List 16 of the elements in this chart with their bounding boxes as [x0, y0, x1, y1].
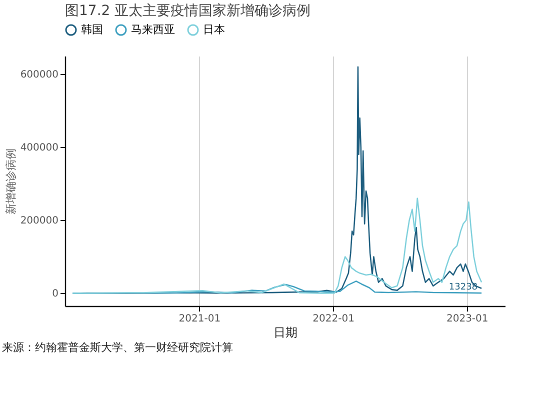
x-tick-label: 2021-01	[178, 314, 221, 324]
chart-title: 图17.2 亚太主要疫情国家新增确诊病例	[65, 3, 311, 19]
y-axis-title: 新增确诊病例	[4, 148, 18, 214]
annotation: 13238	[448, 282, 478, 292]
legend-label: 马来西亚	[131, 23, 175, 36]
x-axis-title: 日期	[274, 326, 298, 340]
y-tick-label: 600000	[20, 70, 58, 81]
y-tick-label: 200000	[20, 216, 58, 227]
legend-label: 日本	[203, 23, 225, 36]
x-tick-label: 2023-01	[446, 314, 488, 324]
line-series	[72, 198, 482, 294]
source-note: 来源：约翰霍普金斯大学、第一财经研究院计算	[1, 340, 234, 355]
x-tick-label: 2022-01	[312, 314, 354, 324]
legend-label: 韩国	[81, 23, 103, 36]
y-tick-label: 0	[52, 288, 58, 300]
y-tick-label: 400000	[20, 142, 58, 154]
